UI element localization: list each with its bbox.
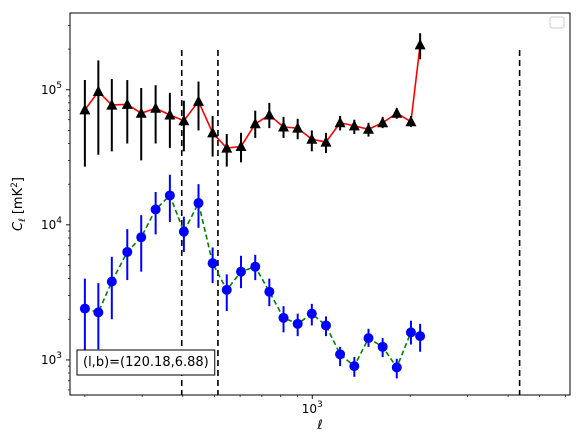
- data-point-circle: [164, 190, 175, 201]
- y-axis-ticks: 103 104 105: [41, 24, 70, 391]
- data-point-circle: [264, 286, 275, 297]
- data-point-circle: [306, 308, 317, 319]
- data-point-triangle: [192, 95, 204, 106]
- data-point-circle: [122, 246, 133, 257]
- vertical-markers: [180, 50, 521, 395]
- data-point-triangle: [92, 85, 104, 97]
- data-point-circle: [335, 349, 346, 360]
- data-point-circle: [150, 204, 161, 215]
- annotation-text: (l,b)=(120.18,6.88): [83, 355, 209, 370]
- annotation-box: (l,b)=(120.18,6.88): [76, 349, 216, 376]
- y-axis-label-unit-superscript: 2: [10, 182, 20, 188]
- data-point-triangle: [221, 142, 233, 153]
- data-point-triangle: [334, 116, 346, 128]
- data-point-circle: [320, 320, 331, 331]
- y-axis-label-unit-close: ]: [11, 177, 26, 182]
- data-point-circle: [391, 362, 402, 373]
- data-point-circle: [178, 226, 189, 237]
- data-point-triangle: [414, 38, 426, 50]
- data-point-circle: [349, 361, 360, 372]
- y-axis-label-main: C: [11, 221, 26, 231]
- data-point-triangle: [106, 99, 118, 110]
- y-tick-label: 104: [41, 216, 62, 232]
- data-point-circle: [207, 258, 218, 269]
- y-axis-label-unit: [mK: [11, 187, 26, 214]
- data-point-triangle: [249, 117, 261, 129]
- data-point-circle: [106, 276, 117, 287]
- data-point-circle: [136, 232, 147, 243]
- y-axis-label-subscript: ℓ: [18, 218, 28, 223]
- data-point-circle: [292, 318, 303, 329]
- data-point-triangle: [150, 102, 162, 113]
- y-axis-label: Cℓ [mK2]: [10, 177, 28, 231]
- data-point-circle: [377, 341, 388, 352]
- x-axis-label: ℓ: [316, 418, 322, 433]
- data-point-circle: [405, 327, 416, 338]
- data-point-triangle: [377, 116, 389, 128]
- data-point-triangle: [178, 114, 190, 126]
- plot-series: [79, 33, 426, 379]
- data-point-triangle: [278, 121, 290, 132]
- data-point-triangle: [164, 109, 176, 120]
- data-point-triangle: [207, 126, 219, 138]
- data-point-triangle: [362, 123, 374, 134]
- plot-frame: [69, 12, 571, 396]
- legend: [549, 16, 565, 29]
- y-tick-label: 105: [41, 81, 62, 97]
- data-point-triangle: [79, 103, 91, 115]
- data-point-circle: [363, 333, 374, 344]
- data-point-circle: [415, 331, 426, 342]
- data-point-circle: [250, 261, 261, 272]
- x-axis-ticks: 103: [84, 395, 566, 416]
- annotation-frame: [76, 349, 216, 376]
- data-point-triangle: [405, 115, 417, 127]
- y-tick-label: 103: [41, 351, 62, 367]
- x-tick-label: 103: [302, 400, 323, 416]
- data-point-triangle: [320, 136, 332, 147]
- data-point-triangle: [135, 107, 147, 118]
- data-point-triangle: [292, 122, 304, 133]
- data-point-circle: [278, 312, 289, 323]
- series-1: [79, 33, 426, 167]
- data-point-circle: [193, 198, 204, 209]
- data-point-circle: [93, 307, 104, 318]
- data-point-triangle: [121, 98, 133, 109]
- data-point-triangle: [306, 133, 318, 144]
- data-point-triangle: [348, 119, 360, 131]
- data-point-circle: [236, 266, 247, 277]
- series-2: [79, 174, 426, 379]
- data-point-circle: [221, 284, 232, 295]
- data-point-triangle: [235, 140, 247, 152]
- data-point-triangle: [391, 107, 403, 118]
- data-point-circle: [79, 303, 90, 314]
- data-point-triangle: [263, 109, 275, 120]
